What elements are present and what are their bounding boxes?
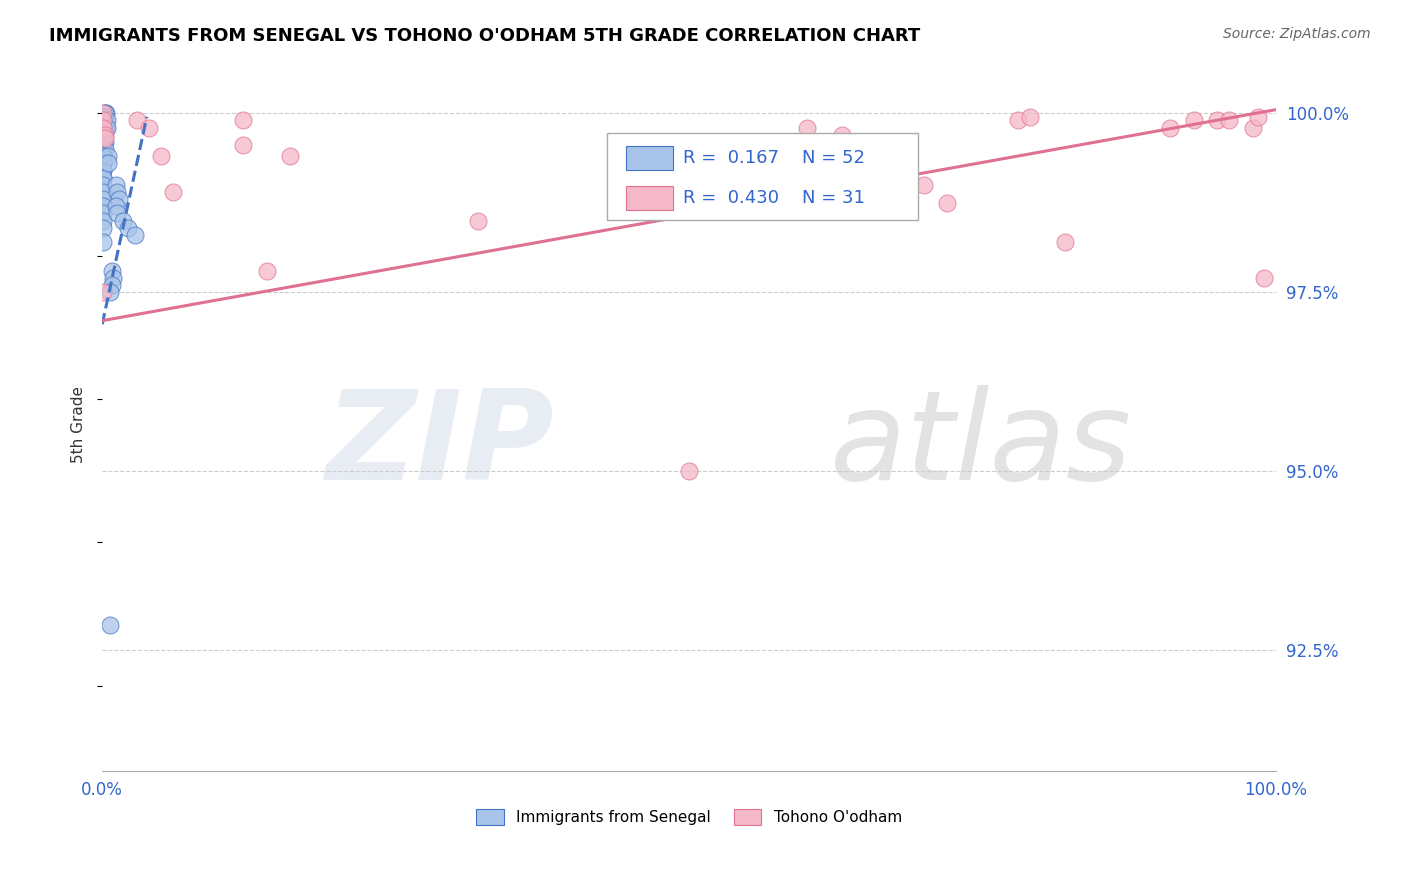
Point (93, 185, 115, 199)
Point (93, 120, 115, 135)
Point (100, 263, 122, 277)
Point (107, 192, 129, 206)
Point (93, 149, 115, 163)
Point (93, 135, 115, 149)
Point (93, 106, 115, 120)
Text: R =  0.167    N = 52: R = 0.167 N = 52 (683, 149, 865, 168)
Point (93, 192, 115, 206)
Point (93, 106, 115, 120)
Point (96, 113, 118, 128)
Point (107, 185, 129, 199)
Point (97, 149, 120, 163)
Point (107, 206, 129, 220)
Point (100, 285, 122, 299)
Point (105, 178, 128, 192)
Text: IMMIGRANTS FROM SENEGAL VS TOHONO O'ODHAM 5TH GRADE CORRELATION CHART: IMMIGRANTS FROM SENEGAL VS TOHONO O'ODHA… (49, 27, 921, 45)
Point (1182, 113, 1205, 128)
Point (467, 213, 489, 227)
Point (124, 227, 146, 242)
Point (1206, 113, 1229, 128)
Point (93, 128, 115, 142)
Point (93, 110, 115, 124)
Legend: Immigrants from Senegal, Tohono O'odham: Immigrants from Senegal, Tohono O'odham (468, 802, 910, 833)
Point (93, 135, 115, 149)
Point (93, 213, 115, 227)
Text: Source: ZipAtlas.com: Source: ZipAtlas.com (1223, 27, 1371, 41)
Point (93, 113, 115, 128)
Point (278, 149, 301, 163)
Point (1247, 110, 1270, 124)
Point (93, 110, 115, 124)
FancyBboxPatch shape (626, 146, 672, 170)
Point (1241, 120, 1264, 135)
Point (1018, 110, 1040, 124)
Point (94, 106, 117, 120)
Text: atlas: atlas (830, 384, 1132, 506)
Point (162, 185, 184, 199)
Point (93, 163, 115, 178)
Point (93, 170, 115, 185)
Text: R =  0.430    N = 31: R = 0.430 N = 31 (683, 189, 865, 207)
Point (93, 120, 115, 135)
Point (101, 270, 124, 285)
Point (100, 617, 122, 632)
Point (94, 120, 117, 135)
Point (149, 149, 172, 163)
Point (256, 263, 278, 277)
Point (232, 138, 254, 153)
Point (1159, 120, 1181, 135)
Point (1007, 113, 1029, 128)
Point (93, 170, 115, 185)
Point (105, 199, 128, 213)
Point (93, 128, 115, 142)
Point (796, 120, 818, 135)
FancyBboxPatch shape (607, 133, 918, 219)
Point (97, 156, 120, 170)
Text: ZIP: ZIP (325, 384, 554, 506)
Point (93, 106, 115, 120)
Point (96, 120, 118, 135)
Point (93, 156, 115, 170)
FancyBboxPatch shape (626, 186, 672, 210)
Point (93, 149, 115, 163)
Point (112, 213, 135, 227)
Point (93, 206, 115, 220)
Point (93, 178, 115, 192)
Point (93, 128, 115, 142)
Point (93, 163, 115, 178)
Point (93, 131, 115, 145)
Point (93, 135, 115, 149)
Point (127, 113, 149, 128)
Point (93, 156, 115, 170)
Point (93, 113, 115, 128)
Point (117, 220, 139, 235)
Point (853, 135, 876, 149)
Point (93, 199, 115, 213)
Point (93, 142, 115, 156)
Point (1253, 270, 1275, 285)
Point (936, 195, 959, 210)
Point (100, 277, 122, 292)
Point (912, 178, 935, 192)
Point (1218, 113, 1240, 128)
Point (831, 128, 853, 142)
Point (93, 113, 115, 128)
Point (93, 120, 115, 135)
Point (93, 235, 115, 249)
Point (138, 120, 160, 135)
Point (1053, 235, 1076, 249)
Point (93, 113, 115, 128)
Point (93, 285, 115, 299)
Y-axis label: 5th Grade: 5th Grade (72, 386, 86, 463)
Point (232, 113, 254, 128)
Point (93, 142, 115, 156)
Point (93, 128, 115, 142)
Point (678, 464, 700, 478)
Point (93, 220, 115, 235)
